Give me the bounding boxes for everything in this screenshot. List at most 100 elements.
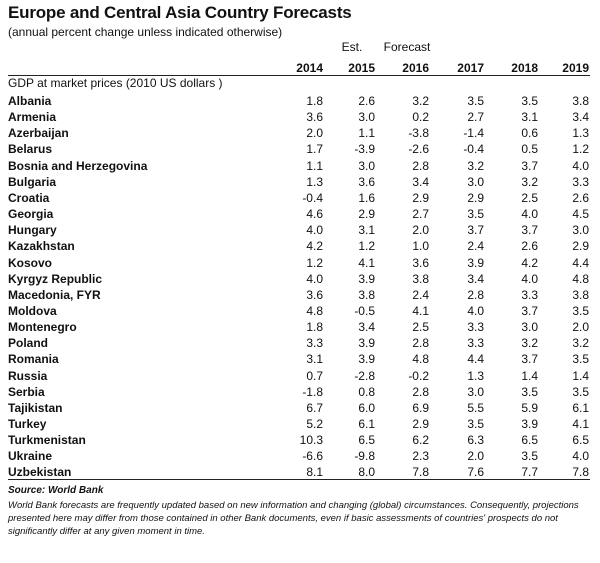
country-name: Kyrgyz Republic: [8, 271, 103, 286]
table-row: Kyrgyz Republic 4.0 3.9 3.8 3.4 4.0 4.8: [0, 271, 600, 287]
value-cell-2014: 1.8: [306, 94, 323, 108]
value-cell-2015: 2.9: [358, 207, 375, 222]
value-cell-2015: 0.8: [358, 384, 375, 399]
country-name: Serbia: [8, 384, 45, 399]
value-cell-2018: 3.7: [521, 352, 538, 367]
value-cell-2019: 6.5: [572, 433, 589, 448]
country-name: Romania: [8, 352, 59, 367]
value-cell-2016: 2.7: [412, 207, 429, 222]
table-row: Tajikistan 6.7 6.0 6.9 5.5 5.9 6.1: [0, 400, 600, 416]
footer-divider: [8, 479, 590, 480]
measure-label: GDP at market prices (2010 US dollars ): [8, 76, 223, 90]
value-cell-2015: 3.6: [358, 174, 375, 189]
value-cell-2016: 6.2: [412, 433, 429, 448]
year-header-2018: 2018: [511, 61, 538, 75]
value-cell-2016: 2.9: [412, 417, 429, 431]
value-cell-2016: 2.8: [412, 158, 429, 173]
value-cell-2016: 2.8: [412, 336, 429, 351]
value-cell-2018: 0.6: [521, 126, 538, 141]
value-cell-2017: 3.5: [467, 417, 484, 431]
value-cell-2018: 4.0: [521, 271, 538, 286]
value-cell-2019: 3.8: [572, 287, 589, 302]
value-cell-2015: 8.0: [358, 465, 375, 480]
value-cell-2018: 3.7: [521, 158, 538, 173]
value-cell-2015: 3.9: [358, 271, 375, 286]
country-name: Croatia: [8, 190, 50, 205]
table-row: Kazakhstan 4.2 1.2 1.0 2.4 2.6 2.9: [0, 238, 600, 254]
table-title: Europe and Central Asia Country Forecast…: [8, 3, 352, 22]
country-name: Moldova: [8, 303, 57, 318]
value-cell-2014: 5.2: [306, 417, 323, 431]
value-cell-2017: 3.9: [467, 255, 484, 270]
table-row: Poland 3.3 3.9 2.8 3.3 3.2 3.2: [0, 335, 600, 351]
value-cell-2014: 4.6: [306, 207, 323, 222]
value-cell-2016: -3.8: [408, 126, 429, 141]
country-name: Bulgaria: [8, 174, 57, 189]
value-cell-2016: 6.9: [412, 400, 429, 415]
value-cell-2019: 3.5: [572, 303, 589, 318]
value-cell-2019: 2.6: [572, 190, 589, 205]
table-row: Turkmenistan 10.3 6.5 6.2 6.3 6.5 6.5: [0, 432, 600, 448]
value-cell-2016: 1.0: [412, 239, 429, 254]
table-row: Moldova 4.8 -0.5 4.1 4.0 3.7 3.5: [0, 303, 600, 319]
country-name: Macedonia, FYR: [8, 287, 101, 302]
value-cell-2014: 0.7: [306, 368, 323, 383]
country-name: Uzbekistan: [8, 465, 72, 480]
value-cell-2016: 2.8: [412, 384, 429, 399]
value-cell-2018: 2.6: [521, 239, 538, 254]
table-row: Russia 0.7 -2.8 -0.2 1.3 1.4 1.4: [0, 368, 600, 384]
value-cell-2017: 2.0: [467, 449, 484, 464]
value-cell-2017: -0.4: [463, 142, 484, 157]
value-cell-2016: 2.4: [412, 287, 429, 302]
table-row: Armenia 3.6 3.0 0.2 2.7 3.1 3.4: [0, 109, 600, 125]
value-cell-2016: 3.6: [412, 255, 429, 270]
value-cell-2015: 2.6: [358, 94, 375, 108]
value-cell-2015: 3.0: [358, 158, 375, 173]
value-cell-2017: 3.0: [467, 174, 484, 189]
table-row: Azerbaijan 2.0 1.1 -3.8 -1.4 0.6 1.3: [0, 125, 600, 141]
value-cell-2015: 1.6: [358, 190, 375, 205]
country-name: Montenegro: [8, 320, 77, 335]
table-row: Bosnia and Herzegovina 1.1 3.0 2.8 3.2 3.7 4.0: [0, 158, 600, 174]
table-row: Georgia 4.6 2.9 2.7 3.5 4.0 4.5: [0, 206, 600, 222]
value-cell-2014: 4.0: [306, 271, 323, 286]
country-name: Armenia: [8, 110, 57, 125]
country-name: Belarus: [8, 142, 53, 157]
value-cell-2017: 7.6: [467, 465, 484, 480]
source-note: Source: World Bank: [8, 485, 104, 496]
value-cell-2018: 5.9: [521, 400, 538, 415]
forecast-column-label: Forecast: [383, 40, 431, 54]
value-cell-2016: 2.5: [412, 320, 429, 335]
value-cell-2019: 2.9: [572, 239, 589, 254]
country-name: Kazakhstan: [8, 239, 75, 254]
value-cell-2014: -1.8: [302, 384, 323, 399]
value-cell-2016: 0.2: [412, 110, 429, 125]
value-cell-2017: 5.5: [467, 400, 484, 415]
value-cell-2015: -3.9: [354, 142, 375, 157]
table-row: Bulgaria 1.3 3.6 3.4 3.0 3.2 3.3: [0, 174, 600, 190]
value-cell-2018: 3.0: [521, 320, 538, 335]
value-cell-2016: 2.9: [412, 190, 429, 205]
value-cell-2017: 2.9: [467, 190, 484, 205]
value-cell-2014: -6.6: [302, 449, 323, 464]
value-cell-2019: 1.2: [572, 142, 589, 157]
value-cell-2015: 4.1: [358, 255, 375, 270]
value-cell-2014: 8.1: [306, 465, 323, 480]
value-cell-2019: 3.3: [572, 174, 589, 189]
value-cell-2014: 1.2: [306, 255, 323, 270]
value-cell-2015: -9.8: [354, 449, 375, 464]
value-cell-2014: 1.3: [306, 174, 323, 189]
value-cell-2014: 4.2: [306, 239, 323, 254]
value-cell-2014: 4.0: [306, 223, 323, 238]
value-cell-2018: 3.7: [521, 303, 538, 318]
value-cell-2019: 3.5: [572, 384, 589, 399]
value-cell-2015: 1.2: [358, 239, 375, 254]
value-cell-2016: 3.8: [412, 271, 429, 286]
country-name: Georgia: [8, 207, 54, 222]
value-cell-2015: -0.5: [354, 303, 375, 318]
country-name: Hungary: [8, 223, 57, 238]
value-cell-2017: 3.2: [467, 158, 484, 173]
value-cell-2017: 6.3: [467, 433, 484, 448]
value-cell-2019: 6.1: [572, 400, 589, 415]
